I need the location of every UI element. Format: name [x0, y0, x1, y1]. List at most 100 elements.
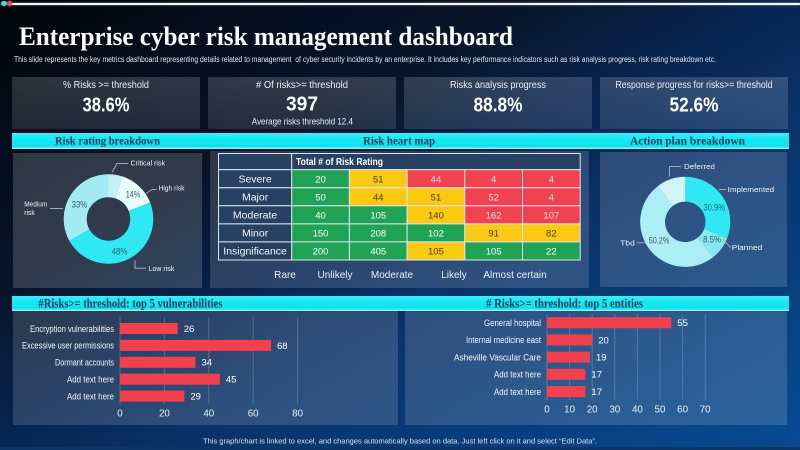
svg-text:Enterprise cyber risk manageme: Enterprise cyber risk management dashboa…	[19, 21, 513, 51]
svg-text:Risk rating breakdown: Risk rating breakdown	[55, 136, 161, 148]
svg-text:0: 0	[544, 404, 550, 415]
svg-text:Minor: Minor	[242, 228, 269, 240]
svg-text:Severe: Severe	[238, 173, 271, 185]
svg-text:17: 17	[591, 370, 602, 381]
svg-text:88.8%: 88.8%	[474, 95, 523, 117]
svg-text:Add text here: Add text here	[494, 370, 541, 381]
svg-text:68: 68	[277, 341, 288, 352]
svg-text:40: 40	[315, 210, 326, 221]
svg-text:107: 107	[543, 210, 559, 221]
svg-text:Rare: Rare	[274, 270, 296, 281]
svg-text:48%: 48%	[112, 246, 128, 257]
svg-text:26: 26	[184, 324, 195, 335]
svg-text:4: 4	[491, 174, 496, 185]
svg-text:Almost certain: Almost certain	[483, 270, 546, 281]
svg-text:10: 10	[564, 404, 575, 415]
svg-text:Add text here: Add text here	[494, 387, 541, 398]
svg-text:Action plan breakdown: Action plan breakdown	[630, 136, 746, 148]
svg-text:Unlikely: Unlikely	[317, 270, 352, 281]
svg-text:80: 80	[292, 408, 303, 419]
svg-text:33%: 33%	[72, 200, 88, 211]
svg-text:200: 200	[313, 246, 329, 257]
svg-text:Moderate: Moderate	[233, 210, 278, 222]
svg-text:60: 60	[248, 408, 259, 419]
svg-text:150: 150	[313, 228, 329, 239]
svg-text:50.2%: 50.2%	[649, 236, 670, 247]
svg-text:Low risk: Low risk	[149, 264, 175, 273]
svg-text:105: 105	[486, 246, 502, 257]
svg-text:208: 208	[370, 228, 386, 239]
svg-text:Asheville Vascular Care: Asheville Vascular Care	[454, 352, 541, 363]
svg-text:Implemented: Implemented	[728, 185, 775, 194]
svg-text:Critical risk: Critical risk	[131, 158, 166, 167]
svg-text:% Risks >= threshold: % Risks >= threshold	[63, 80, 149, 91]
svg-text:51: 51	[431, 192, 442, 203]
svg-text:50: 50	[655, 404, 666, 415]
svg-text:4: 4	[549, 174, 554, 185]
svg-text:Encryption vulnerabilities: Encryption vulnerabilities	[30, 324, 114, 335]
svg-text:60: 60	[677, 404, 688, 415]
svg-text:105: 105	[428, 246, 444, 257]
svg-text:82: 82	[546, 228, 557, 239]
svg-text:# Of risks>= threshold: # Of risks>= threshold	[256, 80, 348, 91]
svg-text:50: 50	[315, 192, 326, 203]
svg-text:Average risks threshold 12.4: Average risks threshold 12.4	[252, 117, 353, 127]
svg-text:This graph/chart is linked to: This graph/chart is linked to excel, and…	[203, 436, 597, 445]
svg-text:risk: risk	[24, 208, 35, 217]
svg-text:397: 397	[286, 94, 318, 116]
svg-text:30.9%: 30.9%	[703, 203, 725, 214]
svg-text:Insignificance: Insignificance	[223, 246, 287, 258]
svg-text:Add text here: Add text here	[67, 391, 114, 402]
svg-text:51: 51	[373, 174, 384, 185]
svg-text:14%: 14%	[126, 189, 141, 200]
svg-text:91: 91	[488, 228, 499, 239]
svg-text:Add text here: Add text here	[67, 375, 114, 386]
svg-text:General hospital: General hospital	[484, 318, 541, 329]
svg-text:19: 19	[596, 353, 607, 364]
svg-text:105: 105	[370, 210, 386, 221]
svg-text:20: 20	[315, 174, 326, 185]
svg-text:Response progress for risks>=: Response progress for risks>= threshold	[616, 80, 773, 91]
svg-text:Dormant accounts: Dormant accounts	[55, 358, 114, 369]
svg-text:17: 17	[591, 387, 602, 398]
svg-text:Tbd: Tbd	[620, 239, 635, 248]
svg-text:70: 70	[700, 404, 711, 415]
svg-text:55: 55	[677, 318, 688, 329]
svg-text:52.6%: 52.6%	[670, 95, 719, 117]
svg-text:Internal medicine east: Internal medicine east	[466, 335, 541, 346]
svg-text:38.6%: 38.6%	[83, 95, 130, 117]
svg-text:20: 20	[159, 408, 170, 419]
svg-text:45: 45	[226, 375, 237, 386]
svg-text:30: 30	[609, 404, 620, 415]
svg-text:Moderate: Moderate	[371, 270, 414, 281]
svg-text:52: 52	[488, 192, 499, 203]
svg-text:140: 140	[428, 210, 444, 221]
svg-text:102: 102	[428, 228, 444, 239]
svg-text:8.5%: 8.5%	[703, 235, 721, 246]
svg-text:This slide represents the key: This slide represents the key metrics da…	[14, 55, 716, 64]
svg-text:29: 29	[190, 392, 201, 403]
svg-text:40: 40	[203, 408, 214, 419]
svg-text:# Risks>= threshold: top 5 ent: # Risks>= threshold: top 5 entities	[486, 297, 643, 311]
svg-text:162: 162	[486, 210, 502, 221]
svg-text:22: 22	[546, 246, 557, 257]
svg-text:High risk: High risk	[159, 184, 185, 193]
svg-text:Major: Major	[242, 192, 269, 204]
svg-text:4: 4	[549, 192, 554, 203]
svg-text:#Risks>= threshold: top 5 vuln: #Risks>= threshold: top 5 vulnerabilitie…	[38, 297, 222, 311]
svg-text:Likely: Likely	[441, 270, 467, 281]
svg-text:Medium: Medium	[24, 200, 47, 209]
svg-text:44: 44	[431, 174, 442, 185]
svg-text:44: 44	[373, 192, 384, 203]
svg-text:20: 20	[598, 335, 609, 346]
svg-text:Risks analysis progress: Risks analysis progress	[450, 80, 546, 91]
svg-text:Deferred: Deferred	[684, 162, 715, 171]
svg-text:0: 0	[117, 408, 123, 419]
svg-text:Total # of Risk Rating: Total # of Risk Rating	[296, 157, 383, 168]
svg-text:20: 20	[587, 404, 598, 415]
svg-text:40: 40	[632, 404, 643, 415]
svg-text:Risk heart map: Risk heart map	[363, 136, 435, 148]
svg-text:Planned: Planned	[732, 243, 763, 252]
svg-text:34: 34	[201, 358, 212, 369]
svg-text:405: 405	[370, 246, 386, 257]
